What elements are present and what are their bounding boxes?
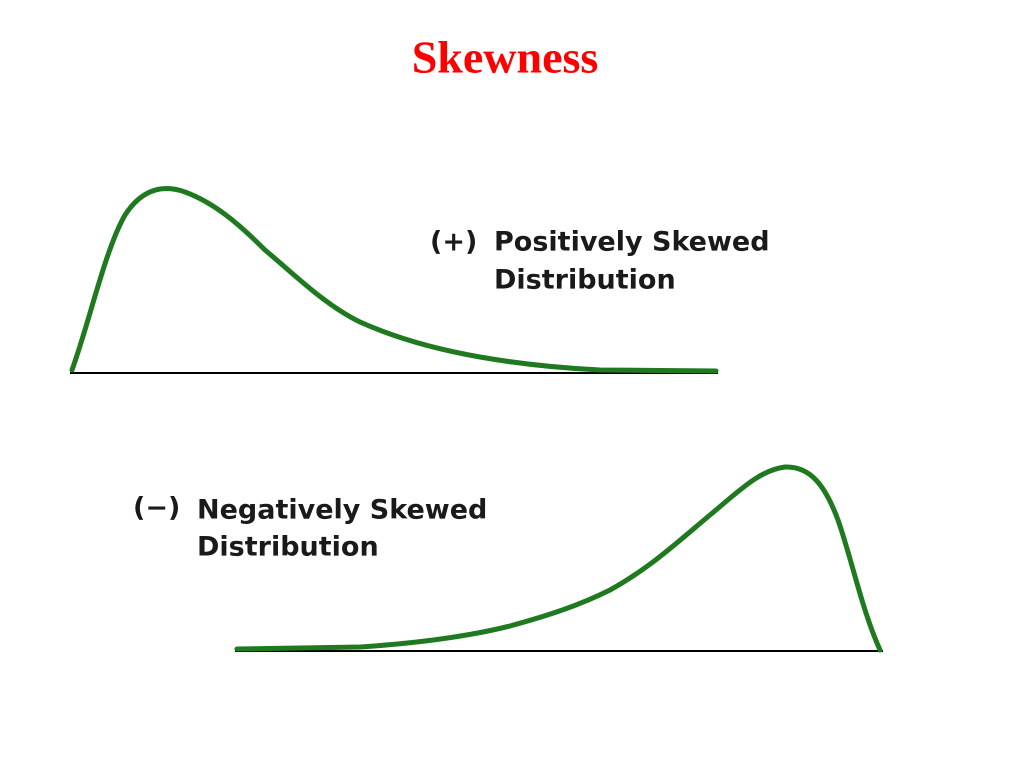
sign: (+) [430, 227, 477, 258]
label-line: Distribution [494, 265, 676, 296]
sign: (−) [133, 493, 180, 524]
slide-title: Skewness [412, 32, 599, 83]
label-line: Positively Skewed [494, 227, 770, 258]
label-line: Distribution [197, 532, 379, 563]
positive-curve [69, 186, 719, 374]
label-line: Negatively Skewed [197, 495, 487, 526]
negative-curve [234, 464, 883, 653]
